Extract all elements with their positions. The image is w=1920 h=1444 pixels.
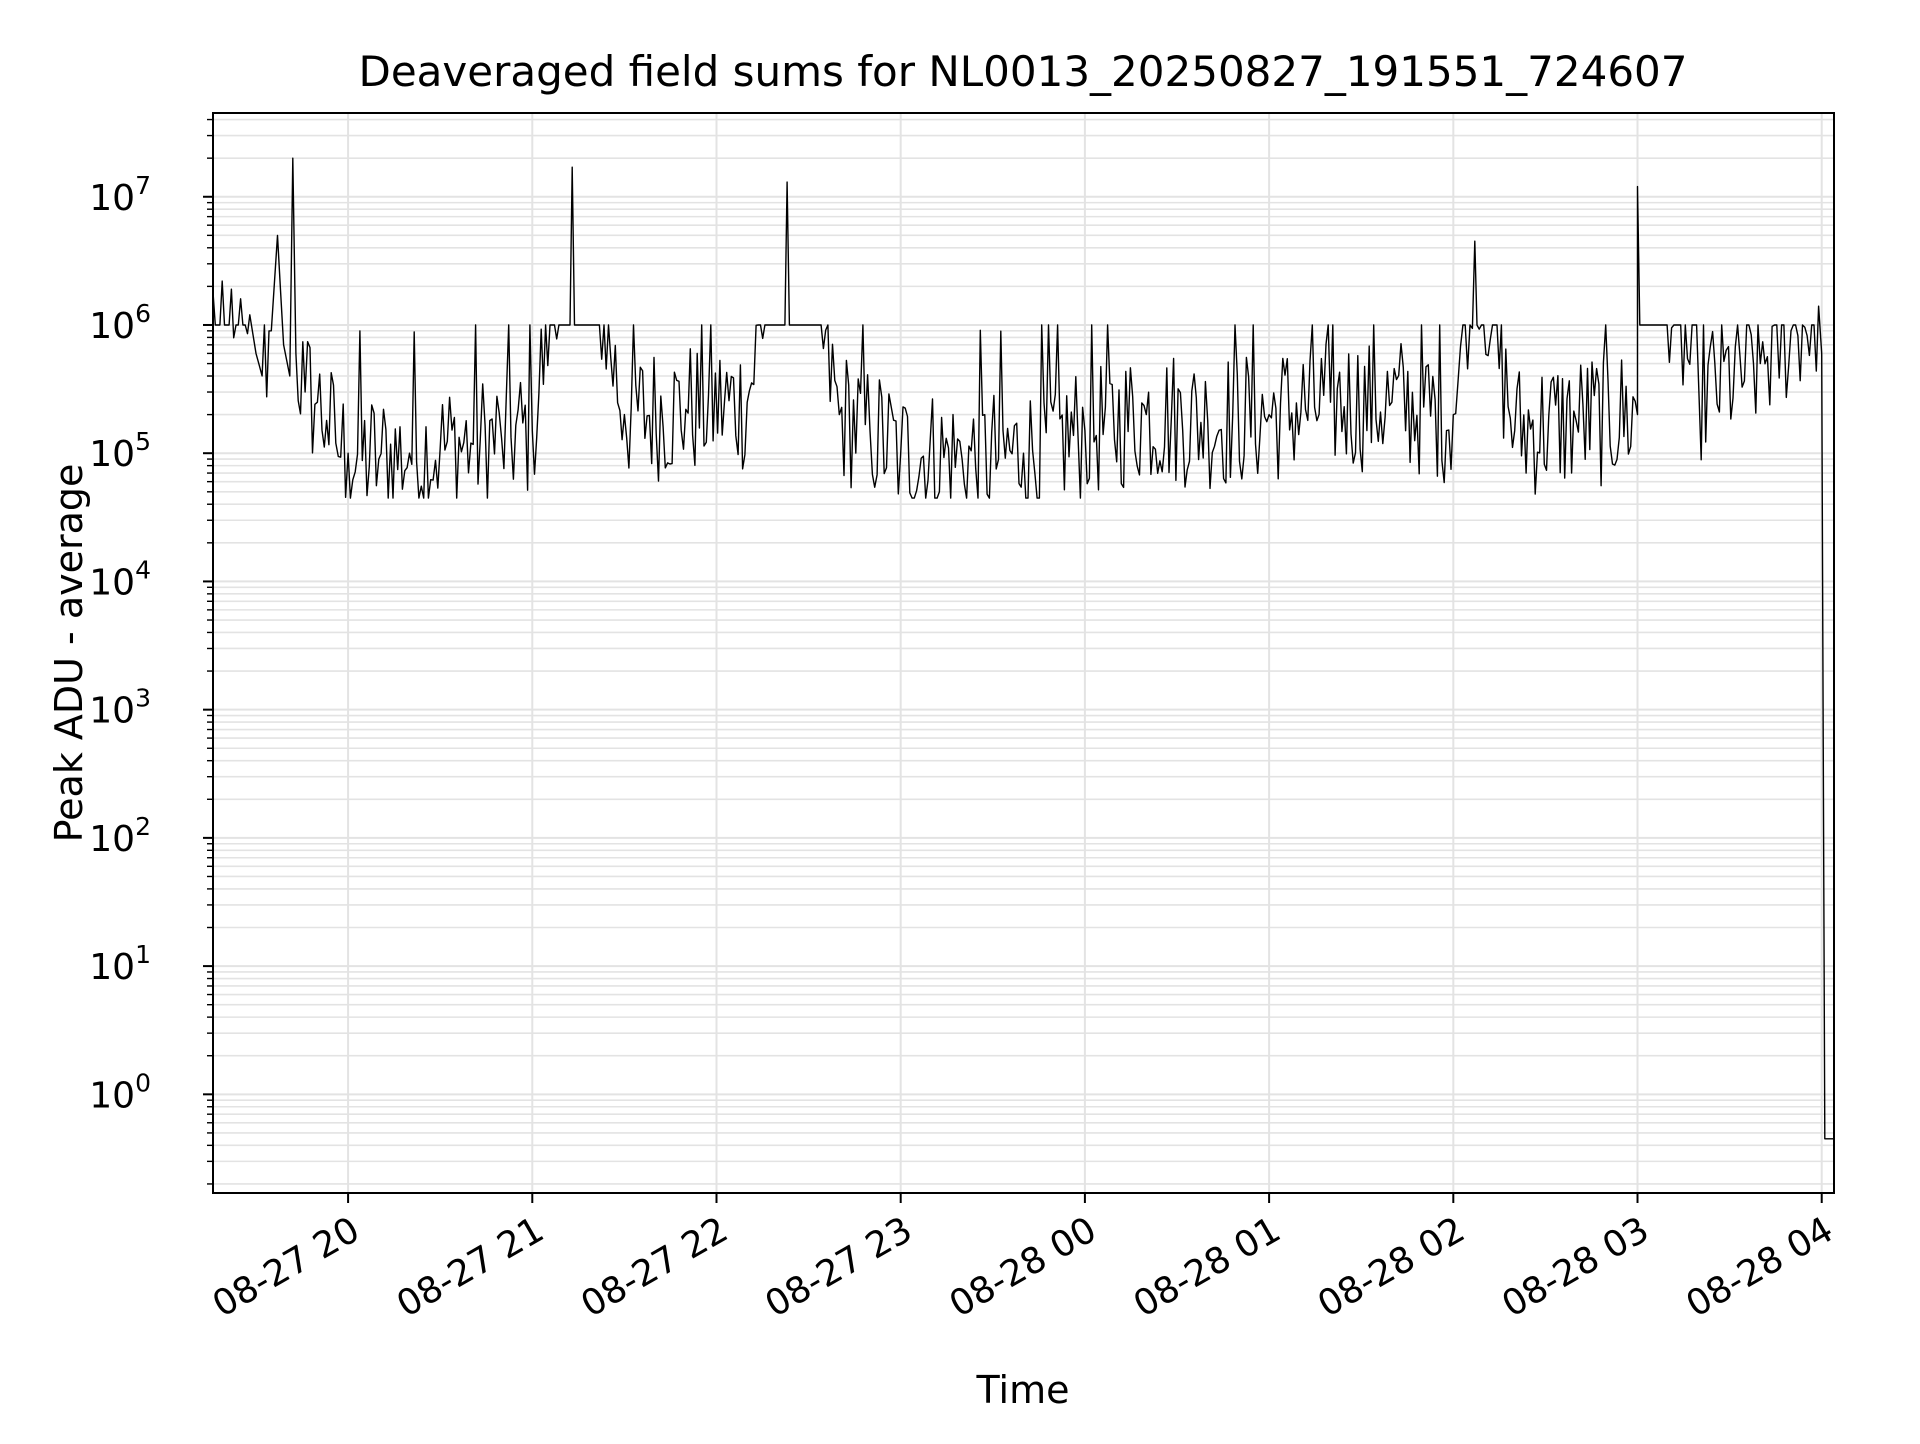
y-tick-label: 102 <box>89 812 151 860</box>
chart-title: Deaveraged field sums for NL0013_2025082… <box>359 47 1688 96</box>
plot-frame <box>212 112 1835 1194</box>
grid-lines <box>213 113 1834 1193</box>
y-tick-label: 107 <box>89 171 151 219</box>
y-tick-label: 100 <box>89 1068 151 1116</box>
y-tick-label: 104 <box>89 555 151 603</box>
y-tick-label: 103 <box>89 684 151 732</box>
y-axis-label: Peak ADU - average <box>47 464 91 843</box>
x-axis-label: Time <box>976 1368 1070 1412</box>
y-tick-label: 101 <box>89 940 151 988</box>
series-line <box>212 157 1834 1140</box>
series-layer <box>212 157 1834 1140</box>
y-tick-label: 106 <box>89 299 151 347</box>
y-tick-label: 105 <box>89 427 151 475</box>
